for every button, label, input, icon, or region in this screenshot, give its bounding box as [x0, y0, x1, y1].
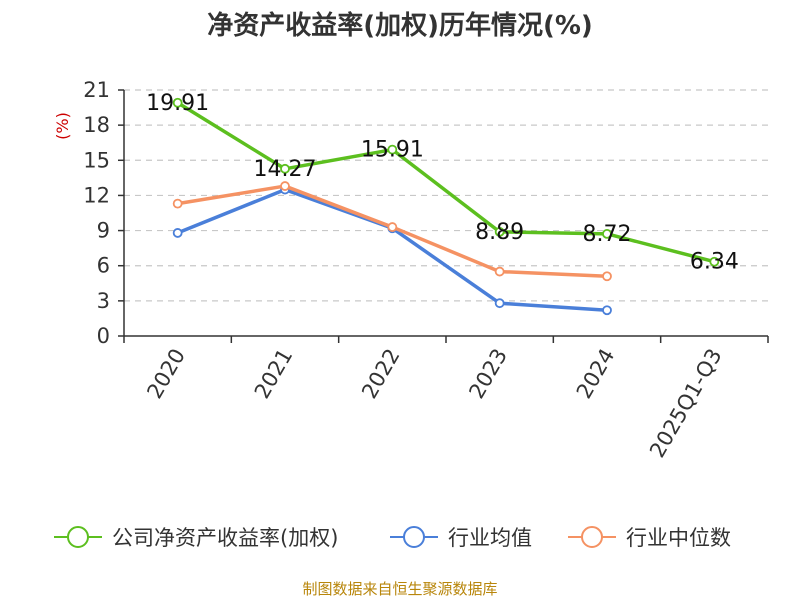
- legend-item[interactable]: 行业中位数: [568, 526, 731, 550]
- x-tick-label: 2022: [357, 345, 405, 403]
- data-point: [387, 144, 398, 155]
- data-point: [172, 97, 183, 108]
- legend-label: 行业均值: [448, 526, 532, 550]
- x-tick-label: 2020: [142, 345, 190, 403]
- legend-swatch-marker: [67, 526, 89, 548]
- y-tick-label: 15: [83, 148, 110, 172]
- data-point: [172, 198, 183, 209]
- data-point: [387, 222, 398, 232]
- data-point: [280, 181, 290, 191]
- x-tick-label: 2024: [572, 345, 620, 403]
- data-label: 19.91: [146, 91, 209, 116]
- x-tick-label: 2023: [464, 344, 512, 402]
- data-point: [602, 228, 612, 239]
- data-point: [602, 271, 612, 282]
- axes: [118, 89, 769, 343]
- legend-swatch-marker: [403, 526, 425, 548]
- data-label: 14.27: [254, 157, 317, 182]
- data-label: 8.89: [475, 220, 524, 245]
- x-tick-labels: 2020 2021 2022 2023 2024 2025Q1-Q3: [142, 344, 726, 461]
- x-tick-label: 2025Q1-Q3: [645, 345, 727, 462]
- data-point: [709, 256, 720, 267]
- data-labels: 19.91 14.27 15.91 8.89 8.72 6.34: [146, 91, 739, 275]
- legend[interactable]: 公司净资产收益率(加权) 行业均值 行业中位数: [54, 526, 731, 550]
- y-tick-label: 9: [97, 219, 110, 243]
- data-point: [602, 305, 612, 316]
- series-line: [177, 187, 608, 312]
- y-tick-label: 3: [97, 289, 110, 313]
- data-point: [494, 298, 505, 309]
- data-point: [494, 226, 505, 237]
- series-lines: [172, 97, 720, 316]
- legend-swatch-marker: [581, 526, 603, 548]
- y-tick-label: 18: [83, 113, 110, 137]
- data-point: [172, 228, 183, 238]
- y-tick-label: 6: [97, 254, 110, 278]
- source-note: 制图数据来自恒生聚源数据库: [302, 580, 497, 598]
- data-point: [494, 266, 505, 277]
- legend-item[interactable]: 公司净资产收益率(加权): [54, 526, 338, 550]
- data-label: 15.91: [361, 138, 424, 163]
- data-label: 8.72: [583, 222, 632, 247]
- legend-label: 行业中位数: [626, 526, 731, 550]
- y-tick-label: 12: [83, 183, 110, 207]
- data-label: 6.34: [690, 250, 739, 275]
- x-tick-label: 2021: [250, 345, 298, 403]
- data-point: [280, 163, 290, 174]
- y-tick-labels: 0 3 6 9 12 15 18 21: [83, 78, 110, 348]
- legend-label: 公司净资产收益率(加权): [112, 526, 338, 550]
- y-tick-label: 0: [97, 324, 110, 348]
- series-line: [176, 101, 715, 264]
- legend-item[interactable]: 行业均值: [390, 526, 532, 550]
- y-axis-unit: (%): [53, 112, 72, 140]
- y-tick-label: 21: [83, 78, 110, 102]
- chart-title: 净资产收益率(加权)历年情况(%): [207, 10, 593, 41]
